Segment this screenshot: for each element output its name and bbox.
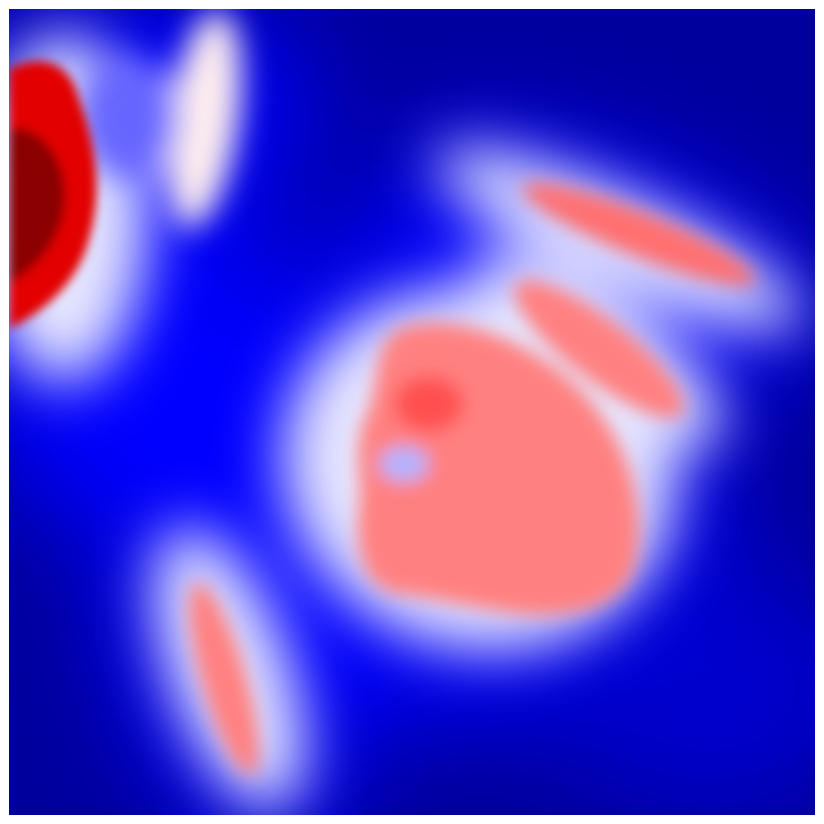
- upper-left-streak-shadow: [79, 59, 179, 179]
- heatmap-plot-area: [9, 9, 815, 815]
- heatmap-regions-layer: [9, 9, 756, 776]
- upper-left-hotspot-core: [9, 128, 65, 284]
- upper-left-streak: [166, 9, 242, 229]
- central-lobe-peak: [394, 376, 464, 432]
- blue-halo-lower-right: [549, 569, 815, 809]
- upper-right-streak: [522, 182, 756, 286]
- middle-right-streak: [514, 280, 684, 418]
- central-lobe-notch: [379, 446, 429, 482]
- lower-left-streak: [189, 582, 259, 776]
- positive-regions-group: [189, 182, 756, 776]
- upper-left-hotspot-group: [9, 61, 97, 329]
- heatmap-canvas: [9, 9, 815, 815]
- upper-left-streak-group: [79, 9, 242, 229]
